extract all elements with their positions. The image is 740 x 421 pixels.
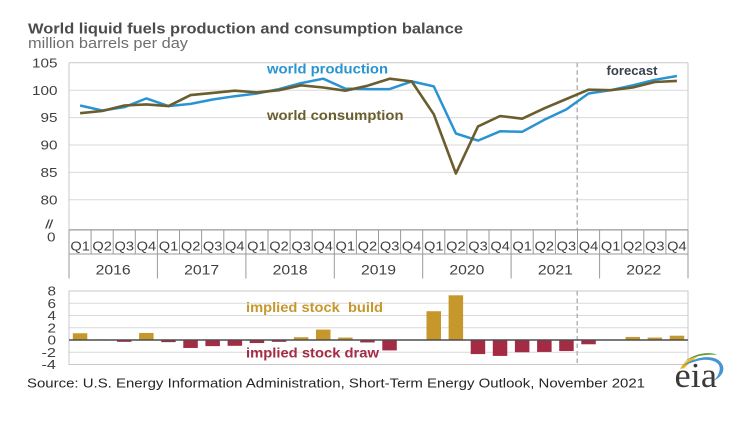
svg-text:Q3: Q3 [645,238,665,253]
svg-text:Q3: Q3 [380,238,400,253]
svg-text:Q1: Q1 [159,238,179,253]
svg-text:Q2: Q2 [181,238,201,253]
svg-text:World liquid fuels production: World liquid fuels production and consum… [28,21,463,37]
svg-text:2018: 2018 [273,262,308,277]
svg-text:-4: -4 [42,357,57,372]
svg-text:80: 80 [41,192,58,207]
svg-text:Q2: Q2 [535,238,555,253]
svg-text:2020: 2020 [449,262,484,277]
svg-text:Q4: Q4 [490,238,510,253]
svg-text:eia: eia [675,356,718,395]
svg-text:Q3: Q3 [557,238,577,253]
svg-text:2016: 2016 [96,262,131,277]
svg-text:Q4: Q4 [137,238,157,253]
svg-text:Q3: Q3 [468,238,488,253]
svg-text:world production: world production [266,60,388,76]
svg-text:100: 100 [32,83,58,98]
svg-text:Q3: Q3 [291,238,311,253]
svg-text:million barrels per day: million barrels per day [28,36,189,52]
svg-text:-2: -2 [42,345,57,360]
svg-text:2017: 2017 [184,262,219,277]
svg-text:8: 8 [48,284,57,299]
svg-text:2: 2 [48,320,57,335]
svg-text:Q1: Q1 [601,238,621,253]
svg-text:Q4: Q4 [667,238,687,253]
svg-text:2021: 2021 [538,262,573,277]
svg-text:forecast: forecast [607,63,659,78]
svg-text:Q4: Q4 [313,238,333,253]
svg-text:implied stock build: implied stock build [246,299,383,315]
svg-text:85: 85 [41,165,58,180]
svg-text:Q2: Q2 [623,238,643,253]
svg-text:95: 95 [41,110,58,125]
svg-text:Q2: Q2 [446,238,466,253]
svg-text:Source: U.S. Energy Informatio: Source: U.S. Energy Information Administ… [27,377,645,391]
svg-text:Q4: Q4 [225,238,245,253]
svg-text:Q4: Q4 [579,238,599,253]
svg-text:implied stock draw: implied stock draw [246,344,379,360]
svg-text:world consumption: world consumption [266,107,404,123]
svg-text:Q1: Q1 [247,238,267,253]
svg-text:2022: 2022 [626,262,661,277]
svg-text:Q1: Q1 [512,238,532,253]
svg-text:Q3: Q3 [203,238,223,253]
svg-text:Q2: Q2 [269,238,289,253]
svg-text:Q4: Q4 [402,238,422,253]
svg-text:4: 4 [48,308,57,323]
svg-text:2019: 2019 [361,262,396,277]
svg-text:Q1: Q1 [336,238,356,253]
svg-text://: // [45,218,54,232]
svg-text:0: 0 [47,230,56,245]
svg-text:90: 90 [41,138,58,153]
svg-text:0: 0 [48,333,57,348]
svg-text:105: 105 [32,55,58,70]
svg-text:Q3: Q3 [115,238,135,253]
svg-text:Q1: Q1 [70,238,90,253]
svg-text:Q1: Q1 [424,238,444,253]
svg-text:Q2: Q2 [92,238,112,253]
svg-text:Q2: Q2 [358,238,378,253]
svg-text:6: 6 [48,296,57,311]
